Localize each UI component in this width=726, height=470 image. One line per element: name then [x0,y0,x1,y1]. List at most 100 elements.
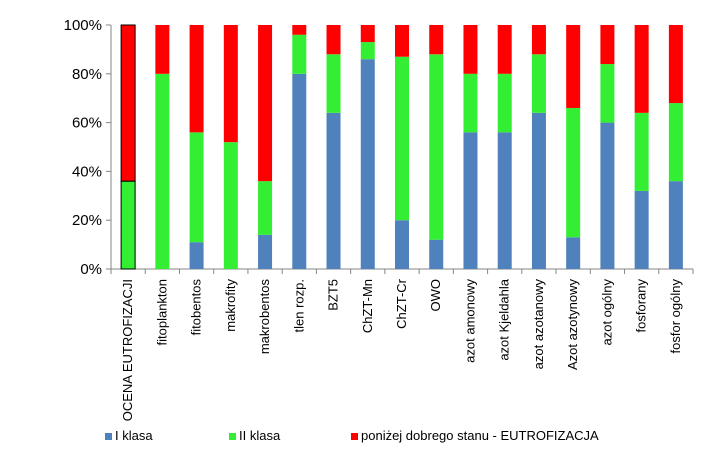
bar-segment [292,34,307,74]
bar-segment [668,181,683,269]
bar-segment [531,25,546,55]
bar-segment [223,142,238,269]
y-tick-label: 60% [72,115,102,132]
category-label: fosfor ogólny [668,279,683,354]
bar-segment [429,54,444,240]
bar-segment [497,73,512,133]
bar-stack [634,25,649,269]
bar-segment [223,25,238,143]
bar-segment [566,25,581,108]
bar-segment [497,132,512,269]
bar-segment [155,25,170,74]
bar-stack [292,25,307,269]
y-tick-label: 80% [72,66,102,83]
bar-segment [497,25,512,74]
bar-stack [497,25,512,269]
bar-stack [566,25,581,269]
bar-segment [120,180,136,270]
bar-segment [189,25,204,133]
bar-segment [189,242,204,269]
category-label: azot Kjeldahla [497,278,512,360]
bar-stack [223,25,238,269]
bar-stack [668,25,683,269]
bar-segment [258,25,273,182]
bar-segment [258,181,273,235]
legend-label: I klasa [115,428,153,443]
bar-segment [189,132,204,243]
bar-segment [463,73,478,133]
bar-segment [463,132,478,269]
category-label: ChZT-Cr [394,278,409,329]
bar-segment [600,122,615,269]
bar-segment [566,107,581,238]
bar-segment [360,25,375,43]
bar-segment [429,25,444,55]
bar-segment [600,64,615,123]
bar-segment [634,190,649,269]
bar-segment [326,25,341,55]
bar-stack [463,25,478,269]
legend-swatch [351,433,358,440]
bar-segment [566,237,581,269]
legend-label: II klasa [239,428,281,443]
category-label: makrobentos [257,279,272,355]
legend-label: poniżej dobrego stanu - EUTROFIZACJA [361,428,599,443]
bar-stack [531,25,546,269]
bar-segment [634,112,649,191]
bar-stack [326,25,341,269]
category-label: OCENA EUTROFIZACJI [120,279,135,421]
legend-swatch [105,433,112,440]
y-tick-labels: 0% 20% 40% 60% 80% 100% [64,17,102,278]
y-tick-label: 20% [72,212,102,229]
category-label: makrofity [223,279,238,332]
bar-stack [189,25,204,269]
bar-stack [429,25,444,269]
bar-segment [326,54,341,113]
y-tick-label: 40% [72,163,102,180]
category-label: fosforany [634,279,649,333]
bar-segment [292,25,307,35]
bar-segment [634,25,649,113]
category-label: azot ogólny [599,279,614,346]
bar-segment [360,59,375,269]
bar-stack [258,25,273,269]
bar-segment [395,56,409,221]
bar-segment [258,234,273,269]
category-label: tlen rozp. [291,279,306,332]
bar-segment [360,42,375,60]
category-label: ChZT-Mn [360,279,375,333]
category-label: azot azotanowy [531,279,546,370]
legend: I klasa II klasa poniżej dobrego stanu - E… [105,428,599,443]
category-label: OWO [428,279,443,312]
bar-segment [668,25,683,104]
bar-segment [668,103,683,182]
bar-stack [120,24,136,270]
category-label: fitoplankton [154,279,169,346]
legend-swatch [229,433,236,440]
bar-segment [463,25,478,74]
bar-stack [155,25,170,269]
category-labels: OCENA EUTROFIZACJI fitoplankton fitobentos… [120,278,683,421]
y-tick-label: 100% [64,17,102,34]
bar-segment [395,25,409,57]
category-label: azot amonowy [462,279,477,363]
bars [120,24,683,270]
y-tick-label: 0% [80,261,102,278]
bar-stack [360,25,375,269]
bar-segment [120,24,136,182]
axes [106,24,694,274]
category-label: Azot azotynowy [565,279,580,371]
bar-segment [600,25,615,65]
bar-stack [600,25,615,269]
bar-segment [292,73,307,269]
bar-segment [429,239,444,269]
category-label: BZT5 [326,279,341,311]
bar-stack [395,25,409,269]
bar-segment [395,220,409,269]
bar-segment [531,112,546,269]
bar-segment [155,73,170,269]
bar-segment [531,54,546,113]
category-label: fitobentos [189,279,204,336]
